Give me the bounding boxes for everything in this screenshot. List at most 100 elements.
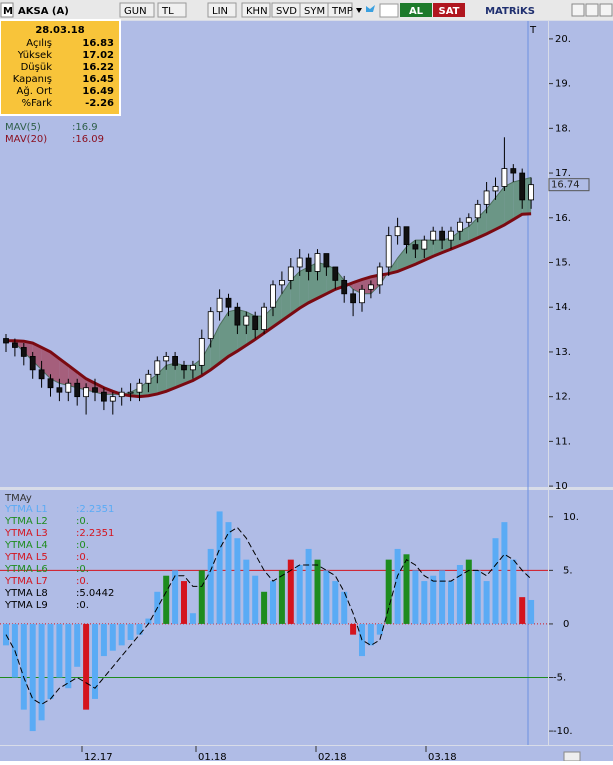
candle-body <box>314 253 321 272</box>
histogram-bar <box>439 570 446 624</box>
candle-body <box>207 311 214 339</box>
twitter-icon[interactable] <box>366 5 375 12</box>
histogram-bar <box>252 575 259 624</box>
histogram-bar <box>56 623 63 678</box>
legend-name: MAV(20) <box>5 134 47 145</box>
maximize-button[interactable] <box>585 3 599 17</box>
y-tick-label: 5. <box>563 565 573 576</box>
minimize-button[interactable] <box>571 3 585 17</box>
sell-button[interactable] <box>433 3 465 17</box>
info-label: Yüksek <box>17 50 52 61</box>
histogram-bar <box>225 522 232 624</box>
dropdown-arrow[interactable] <box>356 8 362 13</box>
candle-body <box>465 217 472 223</box>
candle-body <box>92 387 98 393</box>
histogram-bar <box>20 623 27 710</box>
candle-body <box>359 288 365 304</box>
candle-body <box>323 253 330 268</box>
candle-body <box>198 338 205 366</box>
histogram-bar <box>65 623 72 689</box>
histogram-bar <box>181 581 187 624</box>
histogram-bar <box>189 613 196 624</box>
histogram-bar <box>483 581 490 624</box>
histogram-bar <box>430 575 437 624</box>
histogram-bar <box>510 559 517 624</box>
toolbar-button-label[interactable]: TL <box>161 6 174 17</box>
y-tick-label: 16. <box>555 213 571 224</box>
candle-body <box>278 279 285 286</box>
y-tick-label: 17. <box>555 168 571 179</box>
y-tick-label: 10. <box>563 512 579 523</box>
mav-fill <box>308 262 318 303</box>
toolbar-button-label[interactable]: GUN <box>124 6 147 17</box>
candle-body <box>421 239 428 250</box>
histogram-bar <box>118 623 125 646</box>
candle-body <box>376 266 383 286</box>
x-tick-label: 02.18 <box>318 752 347 761</box>
toolbar-button-label[interactable]: KHN <box>246 6 268 17</box>
histogram-bar <box>127 623 134 640</box>
mav-fill <box>273 293 282 327</box>
info-value: 17.02 <box>82 50 114 61</box>
logo-box <box>0 2 14 18</box>
candle-body <box>65 382 72 393</box>
mav-fill <box>504 181 514 225</box>
legend-name: YTMA L7 <box>4 576 48 587</box>
time-axis <box>0 746 613 761</box>
toolbar-button-label[interactable]: LIN <box>212 6 228 17</box>
histogram-bar <box>198 570 205 624</box>
x-tick-label: 03.18 <box>428 752 457 761</box>
toolbar-button-label[interactable]: TMP <box>331 6 353 17</box>
legend-value: :16.9 <box>72 122 98 133</box>
toolbar-button[interactable] <box>119 2 155 18</box>
candle-body <box>430 230 437 241</box>
histogram-bar <box>163 575 170 624</box>
toolbar-button-label[interactable]: SYM <box>304 6 325 17</box>
close-button[interactable] <box>599 3 613 17</box>
y-tick-label: 12. <box>555 392 571 403</box>
toolbar-button[interactable] <box>207 2 237 18</box>
legend-value: :16.09 <box>72 134 104 145</box>
toolbar-button[interactable] <box>327 2 353 18</box>
histogram-bar <box>29 623 36 732</box>
toolbar-button[interactable] <box>157 2 187 18</box>
mav-fill <box>210 325 220 370</box>
info-box <box>0 19 121 116</box>
mav-fill <box>219 311 229 364</box>
histogram-bar <box>109 623 116 651</box>
x-tick-label: 12.17 <box>84 752 113 761</box>
histogram-bar <box>323 570 330 624</box>
y-tick-label: 14. <box>555 302 571 313</box>
info-label: Açılış <box>26 38 52 49</box>
candle-body <box>225 297 232 308</box>
candle-body <box>296 257 303 268</box>
candle-body <box>448 230 454 241</box>
symbol[interactable]: AKSA (A) <box>18 6 69 17</box>
candle-body <box>367 284 374 290</box>
candle-body <box>145 373 152 384</box>
candle-body <box>341 279 348 295</box>
buy-label[interactable]: AL <box>409 6 424 17</box>
mav-fill <box>299 266 309 309</box>
mav-fill <box>468 217 478 242</box>
toolbar-button-label[interactable]: SVD <box>276 6 297 17</box>
info-label: Ağ. Ort <box>17 85 53 97</box>
scroll-button[interactable] <box>563 751 581 762</box>
candle-body <box>394 226 401 237</box>
y-tick-label: 0 <box>563 619 569 630</box>
candle-body <box>483 190 490 205</box>
price-axis <box>549 21 613 487</box>
y-tick-label: -10. <box>553 726 573 737</box>
y-tick-label: 10 <box>555 481 568 492</box>
histogram-bar <box>465 559 472 624</box>
histogram-bar <box>234 538 241 624</box>
histogram-bar <box>501 522 508 624</box>
legend-name: YTMA L4 <box>4 540 48 551</box>
sell-label[interactable]: SAT <box>439 6 460 17</box>
toolbar-button[interactable] <box>241 2 271 18</box>
refresh-button[interactable] <box>379 3 399 18</box>
candle-body <box>101 391 107 402</box>
buy-button[interactable] <box>400 3 432 17</box>
histogram-bar <box>492 538 499 624</box>
candle-body <box>74 382 81 398</box>
